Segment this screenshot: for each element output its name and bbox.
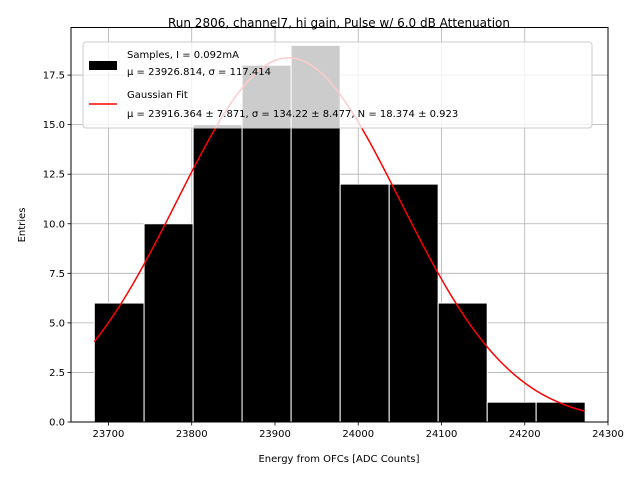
- chart-title: Run 2806, channel7, hi gain, Pulse w/ 6.…: [168, 16, 510, 30]
- x-tick-label: 24100: [426, 429, 458, 440]
- histogram-bar: [486, 401, 537, 423]
- histogram-bar: [93, 302, 145, 423]
- histogram-bars: [93, 44, 586, 423]
- legend-samples-label: Samples, I = 0.092mA: [127, 50, 239, 61]
- legend-samples-stats: μ = 23926.814, σ = 117.414: [127, 67, 271, 78]
- x-tick-label: 23800: [176, 429, 208, 440]
- x-tick-label: 24000: [342, 429, 374, 440]
- x-axis-ticks: 23700 23800 23900 24000 24100 24200 24300: [93, 422, 624, 440]
- histogram-bar: [388, 183, 439, 423]
- y-tick-label: 12.5: [43, 170, 65, 181]
- y-tick-label: 7.5: [49, 269, 65, 280]
- histogram-bar: [192, 124, 243, 423]
- y-tick-label: 15.0: [43, 120, 65, 131]
- x-tick-label: 23700: [93, 429, 125, 440]
- legend-fit-stats: μ = 23916.364 ± 7.871, σ = 134.22 ± 8.47…: [127, 109, 458, 120]
- y-axis-ticks: 0.0 2.5 5.0 7.5 10.0 12.5 15.0 17.5: [43, 71, 71, 429]
- y-tick-label: 2.5: [49, 368, 65, 379]
- histogram-bar: [437, 302, 488, 423]
- legend-fit-label: Gaussian Fit: [127, 90, 188, 101]
- x-axis-label: Energy from OFCs [ADC Counts]: [258, 454, 419, 465]
- legend-samples-swatch: [89, 61, 117, 70]
- y-tick-label: 10.0: [43, 219, 65, 230]
- histogram-bar: [535, 401, 586, 423]
- y-tick-label: 0.0: [49, 418, 65, 429]
- y-axis-label: Entries: [17, 208, 28, 243]
- x-tick-label: 23900: [259, 429, 291, 440]
- legend: Samples, I = 0.092mA μ = 23926.814, σ = …: [82, 41, 593, 129]
- plot-frame: [70, 27, 609, 423]
- legend-box: [82, 41, 593, 129]
- x-tick-label: 24300: [592, 429, 624, 440]
- x-tick-label: 24200: [509, 429, 541, 440]
- y-tick-label: 5.0: [49, 318, 65, 329]
- y-tick-label: 17.5: [43, 71, 65, 82]
- histogram-bar: [339, 183, 390, 423]
- histogram-bar: [143, 223, 194, 423]
